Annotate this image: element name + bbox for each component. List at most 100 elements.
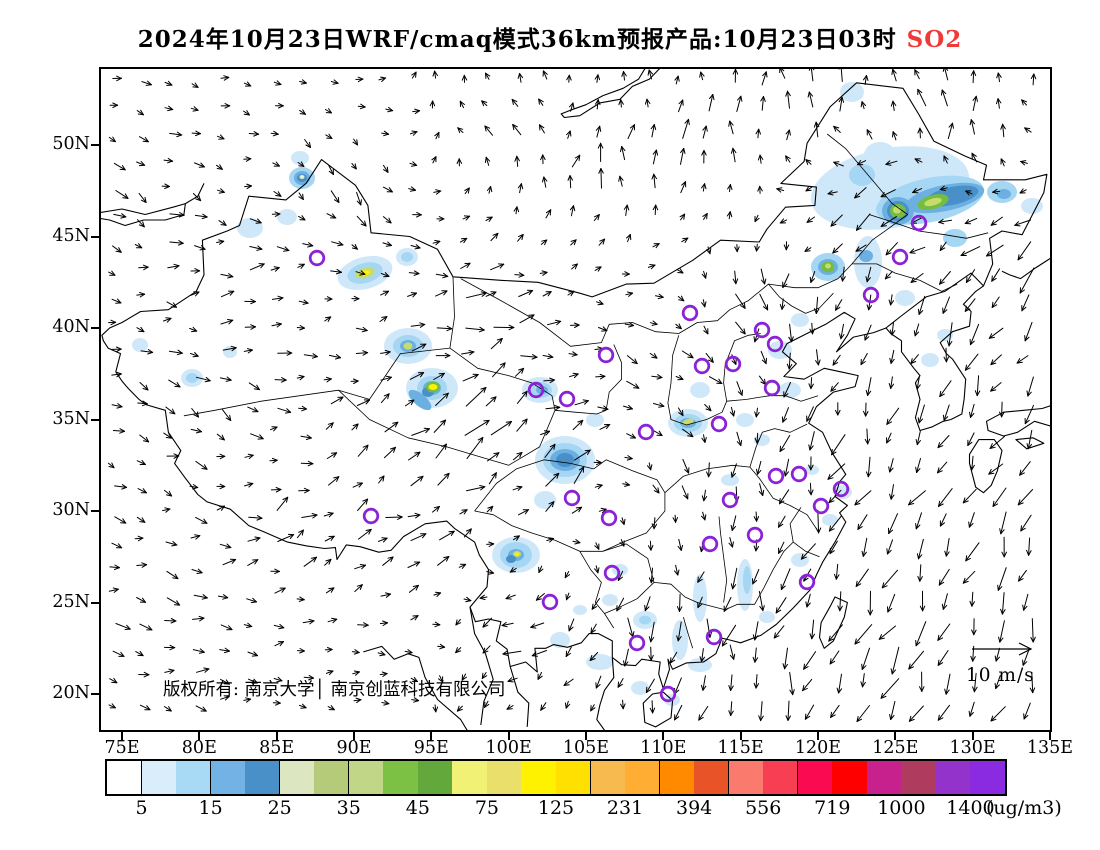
wind-arrow	[164, 618, 177, 624]
wind-arrow	[273, 191, 282, 197]
wind-arrow	[439, 530, 455, 541]
wind-arrow	[298, 299, 309, 305]
wind-arrow	[572, 419, 584, 431]
wind-arrow	[780, 568, 791, 590]
wind-arrow	[164, 105, 174, 112]
wind-arrow	[832, 354, 841, 366]
province-borders-layer	[183, 133, 989, 649]
wind-arrow	[351, 244, 358, 250]
wind-arrow	[908, 650, 924, 670]
wind-arrow	[163, 432, 172, 439]
wind-arrow	[505, 594, 516, 600]
wind-arrow	[939, 185, 948, 191]
y-axis-tick-label: 40N	[52, 317, 90, 337]
wind-arrow	[960, 246, 981, 256]
wind-arrow	[1024, 404, 1034, 425]
wind-arrow	[598, 168, 604, 189]
wind-arrow	[889, 321, 896, 336]
wind-arrow	[916, 538, 924, 560]
wind-arrow	[888, 294, 894, 306]
wind-arrow	[512, 485, 523, 491]
wind-arrow	[808, 482, 814, 496]
wind-arrow	[168, 349, 183, 356]
wind-arrow	[383, 164, 389, 173]
wind-arrow	[351, 162, 357, 170]
wind-arrow	[354, 584, 363, 592]
wind-arrow	[964, 353, 979, 371]
concentration-blob	[403, 342, 413, 350]
wind-arrow	[324, 296, 333, 302]
colorbar-cell	[728, 761, 764, 794]
wind-arrow	[919, 671, 925, 692]
x-axis-tick-label: 105E	[562, 738, 610, 758]
concentration-blob	[924, 197, 942, 207]
wind-arrow	[910, 273, 924, 283]
wind-arrow	[220, 75, 230, 81]
wind-arrow	[785, 155, 791, 163]
wind-arrow	[834, 563, 840, 580]
wind-arrow	[652, 484, 660, 494]
concentration-blob	[743, 566, 751, 594]
wind-arrow	[590, 704, 596, 712]
wind-arrow	[645, 678, 655, 693]
wind-arrow	[352, 670, 360, 676]
wind-arrow	[546, 537, 554, 543]
colorbar-cell	[901, 761, 937, 794]
city-marker	[693, 357, 711, 375]
wind-arrow	[435, 272, 449, 279]
wind-arrow	[380, 592, 391, 598]
wind-arrow	[355, 270, 366, 276]
colorbar-tick-label: 231	[606, 797, 644, 819]
wind-arrow	[331, 241, 344, 247]
coastline-layer	[100, 68, 1051, 731]
concentration-blob	[515, 552, 519, 556]
wind-arrow	[813, 121, 820, 138]
wind-arrow	[699, 71, 705, 81]
wind-arrow	[736, 431, 743, 446]
wind-arrow	[616, 597, 625, 612]
wind-arrow	[729, 406, 736, 417]
coastline-path	[509, 666, 530, 727]
wind-arrow	[682, 118, 690, 139]
wind-arrow	[244, 183, 252, 190]
wind-arrow	[378, 537, 388, 543]
wind-arrow	[271, 295, 284, 302]
wind-arrow	[408, 186, 416, 192]
wind-arrow	[623, 404, 633, 411]
wind-arrow	[139, 136, 149, 143]
wind-arrow	[567, 290, 575, 297]
wind-arrow	[437, 643, 446, 650]
concentration-blob	[895, 290, 915, 306]
x-axis-tick-label: 130E	[949, 738, 996, 758]
wind-arrow	[572, 539, 581, 545]
wind-arrow	[994, 675, 1001, 689]
concentration-blob	[639, 615, 651, 625]
wind-arrow	[134, 243, 143, 249]
wind-arrow	[219, 376, 232, 382]
wind-arrow	[988, 327, 1004, 339]
wind-arrow	[860, 353, 868, 366]
wind-arrow	[277, 533, 295, 542]
wind-arrow	[886, 407, 900, 425]
wind-arrow	[598, 507, 607, 514]
wind-arrow	[589, 652, 599, 661]
wind-arrow	[380, 393, 390, 404]
wind-arrow	[190, 291, 200, 297]
concentration-blob	[1021, 198, 1043, 214]
wind-arrow	[857, 160, 867, 166]
wind-arrow	[247, 536, 261, 542]
wind-arrow	[108, 319, 117, 326]
wind-arrow	[569, 205, 576, 217]
concentration-blob	[550, 632, 570, 648]
wind-arrow	[1024, 321, 1033, 342]
wind-arrow	[247, 406, 259, 413]
wind-arrow	[407, 512, 421, 519]
wind-arrow	[169, 240, 184, 246]
wind-arrow	[968, 512, 975, 528]
wind-arrow	[298, 405, 308, 412]
wind-arrow	[969, 403, 975, 418]
wind-arrow	[937, 461, 948, 474]
wind-arrow	[651, 374, 663, 380]
wind-arrow	[676, 621, 682, 642]
city-marker	[746, 526, 764, 544]
